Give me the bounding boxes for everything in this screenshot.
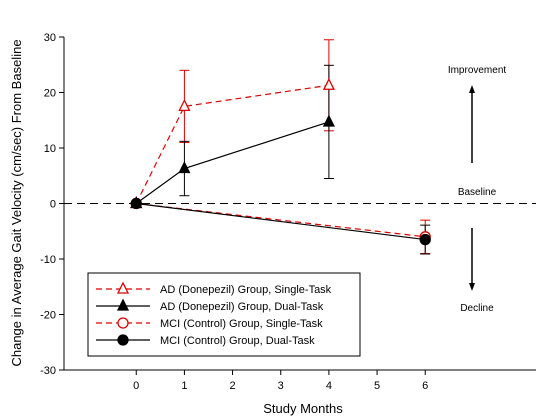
legend-marker [116,281,130,294]
data-point [419,233,431,246]
data-point [322,77,335,90]
y-tick-label: 30 [44,32,56,44]
annotation-baseline: Baseline [458,187,497,198]
x-tick-label: 6 [422,380,428,392]
legend-label: MCI (Control) Group, Dual-Task [160,335,315,347]
x-tick-label: 5 [374,380,380,392]
plot-layer: -30 -20 -10 0 10 20 30 0 1 2 3 4 5 6 AD (Donepezil) Gr… [40,32,536,392]
x-tick-label: 4 [326,380,332,392]
x-tick-label: 2 [230,380,236,392]
series-1 [135,64,334,204]
series-2 [136,202,431,254]
legend-marker [116,298,130,311]
data-point [130,197,142,210]
data-point [322,114,335,127]
data-point [178,98,191,112]
series-3 [136,202,431,255]
y-tick-label: 10 [44,143,56,155]
x-tick-label: 3 [278,380,284,392]
y-tick-label: -20 [40,310,56,322]
y-axis-title: Change in Average Gait Velocity (cm/sec)… [9,39,24,366]
decline-arrow-head [469,283,475,291]
legend: AD (Donepezil) Group, Single-Task AD (Don… [87,272,361,357]
annotation-improvement: Improvement [448,65,507,76]
data-point [178,161,191,174]
legend-label: AD (Donepezil) Group, Single-Task [160,284,332,296]
series-0 [135,39,334,204]
series-line [136,202,426,241]
series-line [135,84,329,204]
x-tick-label: 0 [133,380,139,392]
y-tick-label: -30 [40,365,56,377]
improvement-arrow-head [469,85,475,93]
x-tick-label: 1 [181,380,187,392]
annotation-decline: Decline [460,303,494,314]
y-tick-label: 20 [44,88,56,100]
legend-box [87,272,361,357]
legend-marker [117,317,129,329]
series-line [135,121,330,204]
x-axis-title: Study Months [263,401,343,416]
series-line [136,202,426,238]
legend-label: AD (Donepezil) Group, Dual-Task [160,301,324,313]
legend-marker [117,334,129,346]
y-tick-label: -10 [40,254,56,266]
y-tick-label: 0 [50,199,56,211]
legend-label: MCI (Control) Group, Single-Task [160,318,323,330]
